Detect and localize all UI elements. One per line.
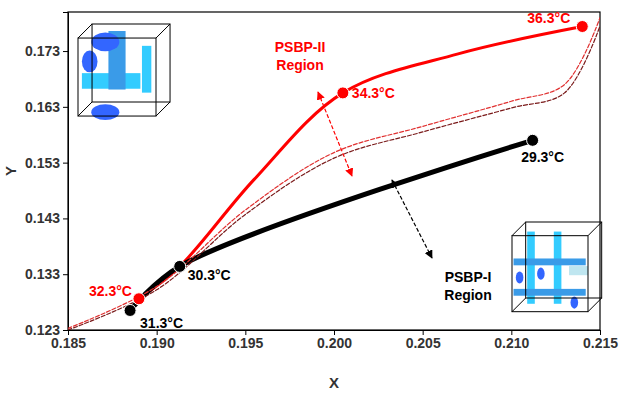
annotation-line: PSBP-II	[275, 39, 326, 55]
cube-edge	[92, 24, 170, 102]
data-point	[576, 21, 588, 33]
tick-mark	[63, 274, 68, 275]
tick: 0.215	[583, 330, 618, 351]
plot-frame	[68, 12, 600, 330]
tick-label: 0.143	[25, 210, 60, 226]
annotation: PSBP-II Region	[275, 39, 326, 73]
cube-edge	[78, 24, 92, 38]
cube-rod	[514, 258, 586, 265]
tick-label: 0.153	[25, 155, 60, 171]
tick: 0.133	[25, 266, 68, 282]
cube-edge	[526, 222, 602, 298]
annotation: PSBP-I Region	[444, 269, 491, 303]
tick-label: 0.133	[25, 266, 60, 282]
tick: 0.195	[228, 330, 263, 351]
tick: 0.163	[25, 99, 68, 115]
x-axis-title: X	[329, 374, 339, 391]
tick: 0.205	[406, 330, 441, 351]
tick-label: 0.215	[583, 335, 618, 351]
cube-rod	[537, 268, 545, 280]
tick: 0.173	[25, 43, 68, 59]
tick: 0.123	[25, 322, 68, 338]
tick-mark	[63, 107, 68, 108]
tick-mark	[63, 163, 68, 164]
data-label: 36.3°C	[527, 10, 570, 26]
annotation-line: Region	[276, 57, 323, 73]
tick-label: 0.195	[228, 335, 263, 351]
data-point	[133, 293, 145, 305]
inset-cube	[78, 24, 170, 120]
axis-line	[63, 13, 69, 331]
cube-rod	[91, 104, 119, 120]
data-label: 31.3°C	[140, 315, 183, 331]
cube-edge	[512, 222, 526, 236]
tick-mark	[63, 330, 68, 331]
y-axis: 0.123 0.133 0.143 0.153 0.163 0.173	[25, 13, 69, 338]
annotation-arrow	[318, 92, 352, 176]
tick-label: 0.200	[317, 335, 352, 351]
series-line	[130, 140, 533, 310]
data-label: 32.3°C	[89, 283, 132, 299]
data-point	[527, 134, 539, 146]
tick-label: 0.190	[140, 335, 175, 351]
tick: 0.200	[317, 330, 352, 351]
cube-edge	[78, 38, 156, 116]
cube-edge	[156, 24, 170, 38]
data-point	[337, 87, 349, 99]
data-point	[174, 260, 186, 272]
inset-cube	[512, 222, 602, 312]
cube-rod	[569, 266, 588, 275]
series-line	[68, 18, 600, 329]
series-line	[68, 26, 600, 330]
annotations: PSBP-II Region PSBP-I Region	[275, 39, 492, 303]
cube-rod	[516, 271, 524, 283]
cube-edge	[588, 298, 602, 312]
x-axis: 0.1850.1900.1950.2000.2050.2100.215	[51, 330, 618, 351]
chart: 0.1850.1900.1950.2000.2050.2100.2150.123…	[0, 0, 626, 398]
data-label: 30.3°C	[188, 267, 231, 283]
data-point	[124, 304, 136, 316]
data-label: 34.3°C	[352, 85, 395, 101]
cube-rod	[91, 33, 119, 52]
tick-mark	[63, 218, 68, 219]
tick-mark	[63, 51, 68, 52]
cube-rod	[514, 289, 586, 296]
series-line	[139, 27, 582, 299]
cube-edge	[512, 236, 588, 312]
tick: 0.210	[494, 330, 529, 351]
cube-rod	[142, 46, 151, 93]
tick: 0.153	[25, 155, 68, 171]
cube-edge	[78, 102, 92, 116]
cube-edge	[512, 298, 526, 312]
tick-label: 0.210	[494, 335, 529, 351]
cube-edge	[156, 102, 170, 116]
tick-label: 0.173	[25, 43, 60, 59]
tick-label: 0.123	[25, 322, 60, 338]
marks	[68, 18, 600, 330]
tick-label: 0.163	[25, 99, 60, 115]
cube-rod	[82, 51, 98, 73]
cube-edge	[588, 222, 602, 236]
annotation-arrow	[392, 180, 432, 258]
annotation-line: PSBP-I	[445, 269, 492, 285]
y-axis-title: Y	[2, 166, 19, 176]
tick: 0.190	[140, 330, 175, 351]
data-labels: 32.3°C 34.3°C 36.3°C 29.3°C 30.3°C 31.3°C	[89, 10, 570, 332]
tick: 0.143	[25, 210, 68, 226]
data-label: 29.3°C	[521, 149, 564, 165]
tick-label: 0.205	[406, 335, 441, 351]
annotation-line: Region	[444, 287, 491, 303]
